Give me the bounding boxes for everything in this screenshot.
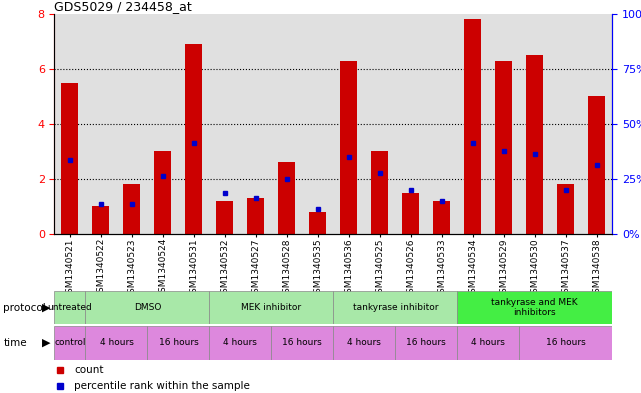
Text: DMSO: DMSO [134,303,161,312]
Text: 16 hours: 16 hours [158,338,198,347]
Text: ▶: ▶ [42,303,51,312]
Text: 4 hours: 4 hours [471,338,505,347]
Text: tankyrase inhibitor: tankyrase inhibitor [353,303,438,312]
Bar [271,326,333,360]
Bar [85,291,210,324]
Bar [54,326,85,360]
Text: GDS5029 / 234458_at: GDS5029 / 234458_at [54,0,192,13]
Bar [210,14,240,234]
Bar [464,19,481,234]
Bar [550,14,581,234]
Bar [340,61,357,234]
Bar [92,206,110,234]
Bar [457,291,612,324]
Bar [185,44,203,234]
Text: percentile rank within the sample: percentile rank within the sample [74,381,250,391]
Bar [495,61,512,234]
Bar [395,326,457,360]
Text: 4 hours: 4 hours [347,338,381,347]
Bar [333,326,395,360]
Text: tankyrase and MEK
inhibitors: tankyrase and MEK inhibitors [492,298,578,317]
Text: 16 hours: 16 hours [545,338,586,347]
Bar [433,201,450,234]
Text: untreated: untreated [47,303,92,312]
Bar [395,14,426,234]
Bar [403,193,419,234]
Bar [147,326,210,360]
Bar [488,14,519,234]
Text: count: count [74,365,103,375]
Bar [588,96,605,234]
Bar [54,14,85,234]
Bar [371,151,388,234]
Bar [310,212,326,234]
Bar [303,14,333,234]
Bar [426,14,457,234]
Bar [54,291,85,324]
Text: protocol: protocol [3,303,46,312]
Bar [457,14,488,234]
Bar [526,55,543,234]
Bar [519,14,550,234]
Bar [457,326,519,360]
Bar [333,14,364,234]
Bar [85,14,117,234]
Bar [240,14,271,234]
Bar [217,201,233,234]
Bar [85,326,147,360]
Bar [124,184,140,234]
Text: time: time [3,338,27,348]
Bar [557,184,574,234]
Bar [247,198,264,234]
Bar [154,151,171,234]
Bar [210,291,333,324]
Bar [519,326,612,360]
Text: 16 hours: 16 hours [283,338,322,347]
Bar [178,14,210,234]
Text: 4 hours: 4 hours [224,338,257,347]
Bar [210,326,271,360]
Bar [117,14,147,234]
Bar [364,14,395,234]
Text: 16 hours: 16 hours [406,338,446,347]
Bar [271,14,303,234]
Text: control: control [54,338,86,347]
Bar [278,162,296,234]
Bar [147,14,178,234]
Bar [333,291,457,324]
Bar [62,83,78,234]
Text: MEK inhibitor: MEK inhibitor [241,303,301,312]
Bar [581,14,612,234]
Text: ▶: ▶ [42,338,51,348]
Text: 4 hours: 4 hours [99,338,133,347]
